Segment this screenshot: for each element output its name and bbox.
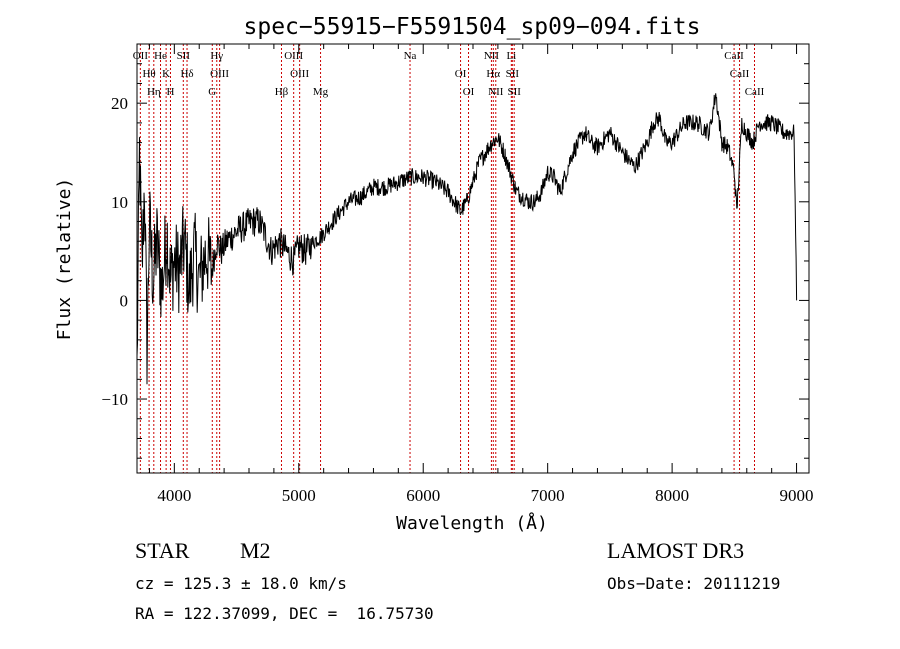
x-tick-label: 5000 (282, 486, 316, 505)
x-tick-label: 8000 (655, 486, 689, 505)
line-marker-label-13: OIII (290, 68, 309, 80)
chart-title: spec−55915−F5591504_sp09−094.fits (244, 14, 701, 40)
line-marker-label-9: Hγ (210, 50, 223, 62)
line-marker-label-2: Hη (147, 86, 161, 98)
line-marker-label-11: Hβ (275, 86, 289, 98)
line-marker-label-3: He (154, 50, 167, 62)
line-marker-label-15: Na (404, 50, 417, 62)
line-marker-label-8: G (208, 86, 216, 98)
object-subclass: M2 (240, 538, 271, 563)
spectrum-line (136, 93, 798, 385)
y-tick-label: −10 (101, 390, 128, 409)
line-marker-label-24: CaII (724, 50, 744, 62)
line-marker-label-1: Hθ (142, 68, 155, 80)
line-marker-label-6: SII (177, 50, 191, 62)
x-axis-ticks: 4000 5000 6000 7000 8000 9000 (148, 44, 814, 505)
y-axis-label: Flux (relative) (54, 178, 75, 341)
line-marker-label-0: OII (133, 50, 149, 62)
line-marker-label-25: CaII (730, 68, 750, 80)
emission-line-labels: OIIHθHηHeKHSIIHδGHγOIIIHβOIIIOIIIMgNaOIO… (133, 50, 765, 98)
y-tick-label: 0 (120, 291, 129, 310)
emission-line-markers (139, 44, 755, 473)
x-tick-label: 4000 (157, 486, 191, 505)
line-marker-label-7: Hδ (180, 68, 193, 80)
observation-date: Obs−Date: 20111219 (607, 574, 781, 593)
spectrum-series (136, 93, 798, 385)
line-marker-label-4: K (162, 68, 170, 80)
line-marker-label-23: SII (507, 86, 521, 98)
line-marker-label-19: Hα (486, 68, 500, 80)
object-class: STAR (135, 538, 190, 563)
line-marker-label-17: OI (463, 86, 475, 98)
line-marker-label-12: OIII (284, 50, 303, 62)
x-tick-label: 9000 (780, 486, 814, 505)
y-axis-ticks: −10 0 10 20 (101, 43, 809, 459)
x-tick-label: 7000 (531, 486, 565, 505)
line-marker-label-10: OIII (210, 68, 229, 80)
line-marker-label-22: SII (506, 68, 520, 80)
coordinates: RA = 122.37099, DEC = 16.75730 (135, 604, 434, 623)
survey-name: LAMOST DR3 (607, 538, 745, 563)
line-marker-label-14: Mg (313, 86, 329, 98)
line-marker-label-16: OI (455, 68, 467, 80)
y-tick-label: 20 (111, 94, 128, 113)
line-marker-label-18: NII (484, 50, 500, 62)
plot-frame (136, 43, 810, 474)
x-axis-label: Wavelength (Å) (396, 512, 548, 534)
spectrum-chart: spec−55915−F5591504_sp09−094.fits OII Hθ H… (54, 14, 814, 534)
redshift-velocity: cz = 125.3 ± 18.0 km/s (135, 574, 347, 593)
y-tick-label: 10 (111, 193, 128, 212)
x-tick-label: 6000 (406, 486, 440, 505)
line-marker-label-5: H (166, 86, 174, 98)
line-marker-label-20: NII (488, 86, 504, 98)
line-marker-label-26: CaII (745, 86, 765, 98)
line-marker-label-21: Li (506, 50, 516, 62)
